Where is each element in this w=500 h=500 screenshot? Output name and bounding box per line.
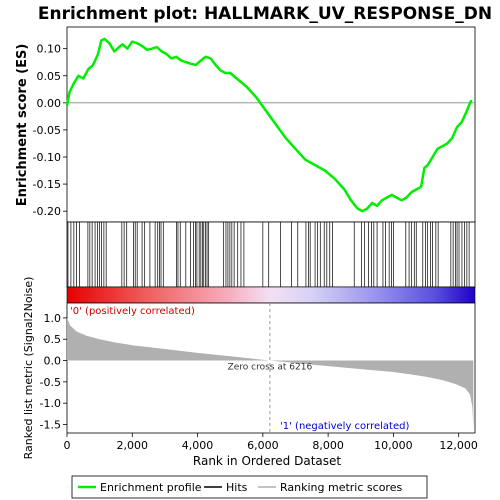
legend-label-enrichment: Enrichment profile (100, 481, 202, 494)
es-y-tick-label: -0.15 (33, 178, 61, 191)
positive-correlation-label: '0' (positively correlated) (70, 306, 195, 317)
rank-panel: 1.0 0.5 0.0 -0.5 -1.0 -1.5 Zero cross at 6216… (22, 277, 476, 460)
es-panel: 0.10 0.05 0.00 -0.05 -0.10 -0.15 -0.20 Enrichm… (15, 26, 476, 223)
es-y-tick-label: -0.10 (33, 151, 61, 164)
rank-y-axis-label: Ranked list metric (Signal2Noise) (22, 277, 35, 460)
x-tick-label: 12,000 (439, 439, 478, 452)
rank-y-tick-label: 0.5 (44, 333, 62, 346)
x-tick-label: 2,000 (117, 439, 149, 452)
es-y-tick-label: -0.05 (33, 124, 61, 137)
chart-title: Enrichment plot: HALLMARK_UV_RESPONSE_DN (38, 4, 492, 24)
es-y-tick-label: -0.20 (33, 205, 61, 218)
hits-panel-frame (66, 221, 476, 288)
legend-label-ranking: Ranking metric scores (280, 481, 402, 494)
x-tick-label: 4,000 (182, 439, 214, 452)
hits-panel (66, 221, 476, 288)
es-y-tick-label: 0.05 (37, 70, 62, 83)
enrichment-profile-line (65, 37, 473, 213)
hit-lines (67, 222, 470, 287)
rank-y-ticks: 1.0 0.5 0.0 -0.5 -1.0 -1.5 (40, 312, 67, 431)
rank-y-tick-label: 1.0 (44, 312, 62, 325)
negative-correlation-label: '1' (negatively correlated) (280, 421, 409, 432)
rank-y-tick-label: -1.0 (40, 397, 61, 410)
rank-y-tick-label: 0.0 (44, 355, 62, 368)
legend-box (71, 475, 428, 499)
x-tick-label: 8,000 (312, 439, 344, 452)
es-y-ticks: 0.10 0.05 0.00 -0.05 -0.10 -0.15 -0.20 (33, 43, 67, 218)
es-y-tick-label: 0.00 (37, 97, 62, 110)
rank-color-bar (66, 286, 476, 304)
es-panel-frame (66, 26, 476, 223)
x-axis-label: Rank in Ordered Dataset (193, 454, 341, 468)
es-y-tick-label: 0.10 (37, 43, 62, 56)
x-axis-ticks: 0 2,000 4,000 6,000 8,000 10,000 12,000 (64, 433, 478, 452)
legend: Enrichment profile Hits Ranking metric s… (71, 475, 428, 499)
x-tick-label: 0 (64, 439, 71, 452)
zero-cross-label: Zero cross at 6216 (228, 363, 313, 373)
x-tick-label: 10,000 (374, 439, 413, 452)
rank-y-tick-label: -1.5 (40, 418, 61, 431)
es-y-axis-label: Enrichment score (ES) (15, 44, 30, 207)
x-tick-label: 6,000 (247, 439, 279, 452)
rank-y-tick-label: -0.5 (40, 376, 61, 389)
legend-label-hits: Hits (226, 481, 248, 494)
